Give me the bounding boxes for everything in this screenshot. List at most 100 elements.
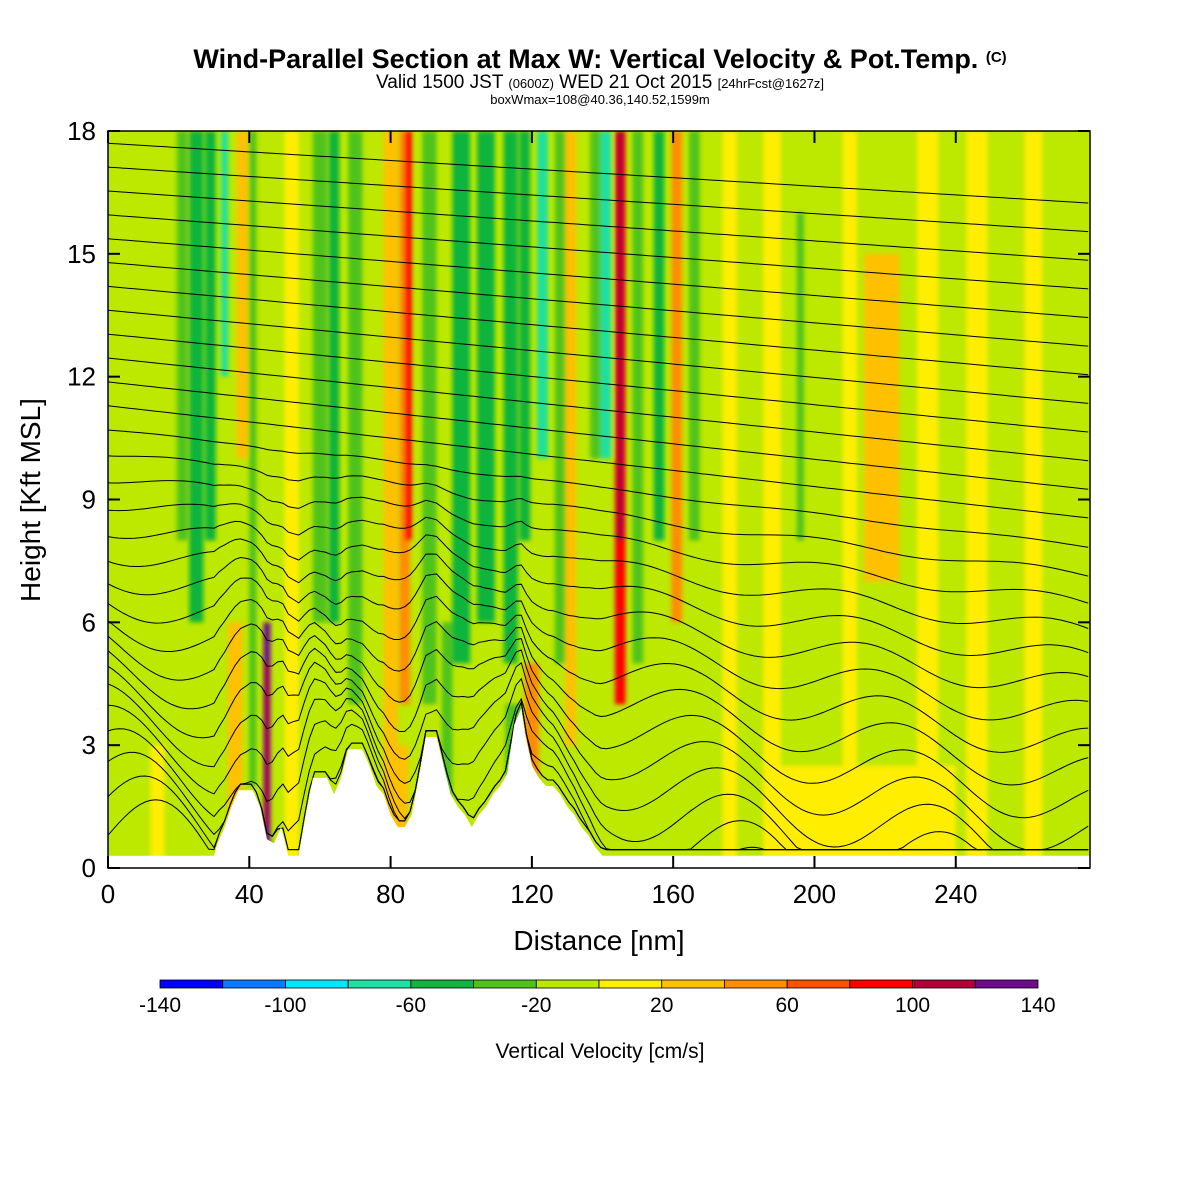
colorbar-bin — [912, 979, 976, 989]
y-axis-label: Height [Kft MSL] — [15, 398, 46, 602]
velocity-field — [150, 131, 1043, 868]
colorbar-tick-label: 60 — [775, 994, 798, 1017]
velocity-streak — [189, 131, 204, 623]
colorbar-label: Vertical Velocity [cm/s] — [496, 1040, 705, 1063]
isentrope-line — [108, 697, 1089, 851]
velocity-streak — [477, 131, 495, 623]
y-tick-label: 12 — [67, 362, 96, 392]
velocity-streak — [632, 131, 644, 664]
colorbar-bin — [285, 979, 349, 989]
isentrope-line — [108, 285, 1089, 376]
isentrope-line — [108, 142, 1089, 204]
colorbar: -140 -100 -60 -20 20 60 100 140 — [139, 979, 1056, 1017]
y-tick-label: 0 — [82, 853, 96, 883]
isentrope-line — [108, 309, 1089, 404]
velocity-streak — [348, 131, 363, 705]
colorbar-bin — [159, 979, 224, 989]
isentrope-line — [108, 405, 1089, 519]
colorbar-tick-label: 100 — [895, 994, 930, 1017]
colorbar-tick-label: -20 — [521, 994, 551, 1017]
isentrope-line — [108, 647, 1089, 851]
y-tick-label: 9 — [82, 485, 96, 515]
terrain — [108, 708, 1090, 868]
colorbar-bin — [661, 979, 725, 989]
colorbar-bin — [598, 979, 663, 989]
isentrope-line — [108, 381, 1089, 490]
x-axis: 0 40 80 120 160 200 240 — [101, 131, 977, 909]
velocity-streak — [722, 131, 737, 868]
velocity-streak — [618, 131, 622, 500]
colorbar-bin — [849, 979, 913, 989]
velocity-streak — [671, 131, 683, 623]
colorbar-tick-label: 20 — [650, 994, 673, 1017]
x-tick-label: 240 — [934, 879, 977, 909]
velocity-streak — [763, 131, 781, 868]
y-tick-label: 18 — [67, 116, 96, 146]
velocity-streak — [452, 131, 471, 664]
isentrope-line — [108, 357, 1089, 462]
isentrope-line — [108, 661, 1089, 851]
velocity-streak — [249, 131, 257, 787]
velocity-streak — [328, 131, 340, 623]
title-text: Wind-Parallel Section at Max W: Vertical… — [193, 44, 979, 74]
x-tick-label: 200 — [793, 879, 836, 909]
y-tick-label: 15 — [67, 239, 96, 269]
velocity-streak — [503, 131, 518, 664]
velocity-streak — [205, 131, 216, 541]
colorbar-bin — [974, 979, 1039, 989]
colorbar-bin — [473, 979, 537, 989]
boxwmax-info: boxWmax=108@40.36,140.52,1599m — [490, 92, 710, 107]
colorbar-tick-label: -140 — [139, 994, 181, 1017]
y-tick-label: 3 — [82, 730, 96, 760]
velocity-streak — [176, 131, 188, 541]
isentrope-line — [108, 623, 1089, 819]
isentrope-line — [108, 538, 1089, 689]
x-tick-label: 120 — [510, 879, 553, 909]
isentrope-line — [108, 520, 1089, 657]
isentrope-line — [108, 214, 1089, 290]
isentrope-line — [108, 238, 1089, 318]
isentrope-line — [108, 480, 1089, 604]
velocity-streak — [537, 131, 548, 459]
isentrope-line — [108, 577, 1089, 753]
colorbar-bin — [786, 979, 851, 989]
velocity-streak — [689, 131, 700, 541]
colorbar-tick-label: -100 — [264, 994, 306, 1017]
colorbar-bin — [535, 979, 600, 989]
forecast-info: [24hrFcst@1627z] — [717, 76, 825, 91]
velocity-streak — [554, 131, 566, 664]
y-tick-label: 6 — [82, 607, 96, 637]
colorbar-tick-label: -60 — [396, 994, 426, 1017]
velocity-streak — [565, 131, 577, 746]
velocity-streak — [796, 212, 804, 541]
isentrope-line — [108, 333, 1089, 433]
velocity-streak — [312, 131, 328, 623]
velocity-streak — [842, 131, 857, 868]
velocity-streak — [863, 253, 900, 582]
colorbar-tick-label: 140 — [1020, 994, 1055, 1017]
x-tick-label: 40 — [235, 879, 264, 909]
copyright-mark: (C) — [985, 49, 1007, 66]
valid-text-b: WED 21 Oct 2015 — [553, 72, 718, 93]
velocity-streak — [404, 131, 412, 541]
x-tick-label: 160 — [651, 879, 694, 909]
velocity-streak — [221, 131, 229, 377]
valid-text-a: Valid 1500 JST — [375, 72, 509, 93]
isentrope-line — [108, 190, 1089, 261]
valid-time: Valid 1500 JST (0600Z) WED 21 Oct 2015 [… — [0, 72, 1200, 94]
velocity-streak — [383, 131, 398, 868]
y-axis: 0 3 6 9 12 15 18 — [67, 116, 1090, 883]
colorbar-bin — [347, 979, 412, 989]
isentrope-line — [108, 677, 1089, 851]
isentrope-line — [108, 503, 1089, 629]
isentrope-line — [108, 429, 1089, 548]
isentrope-line — [108, 455, 1089, 577]
colorbar-bin — [724, 979, 788, 989]
isentrope-line — [108, 262, 1089, 347]
velocity-streak — [519, 131, 531, 541]
velocity-streak — [779, 765, 956, 868]
velocity-streak — [265, 663, 269, 828]
valid-utc: (0600Z) — [508, 76, 554, 91]
isentrope-line — [108, 598, 1089, 786]
velocity-streak — [422, 131, 437, 705]
